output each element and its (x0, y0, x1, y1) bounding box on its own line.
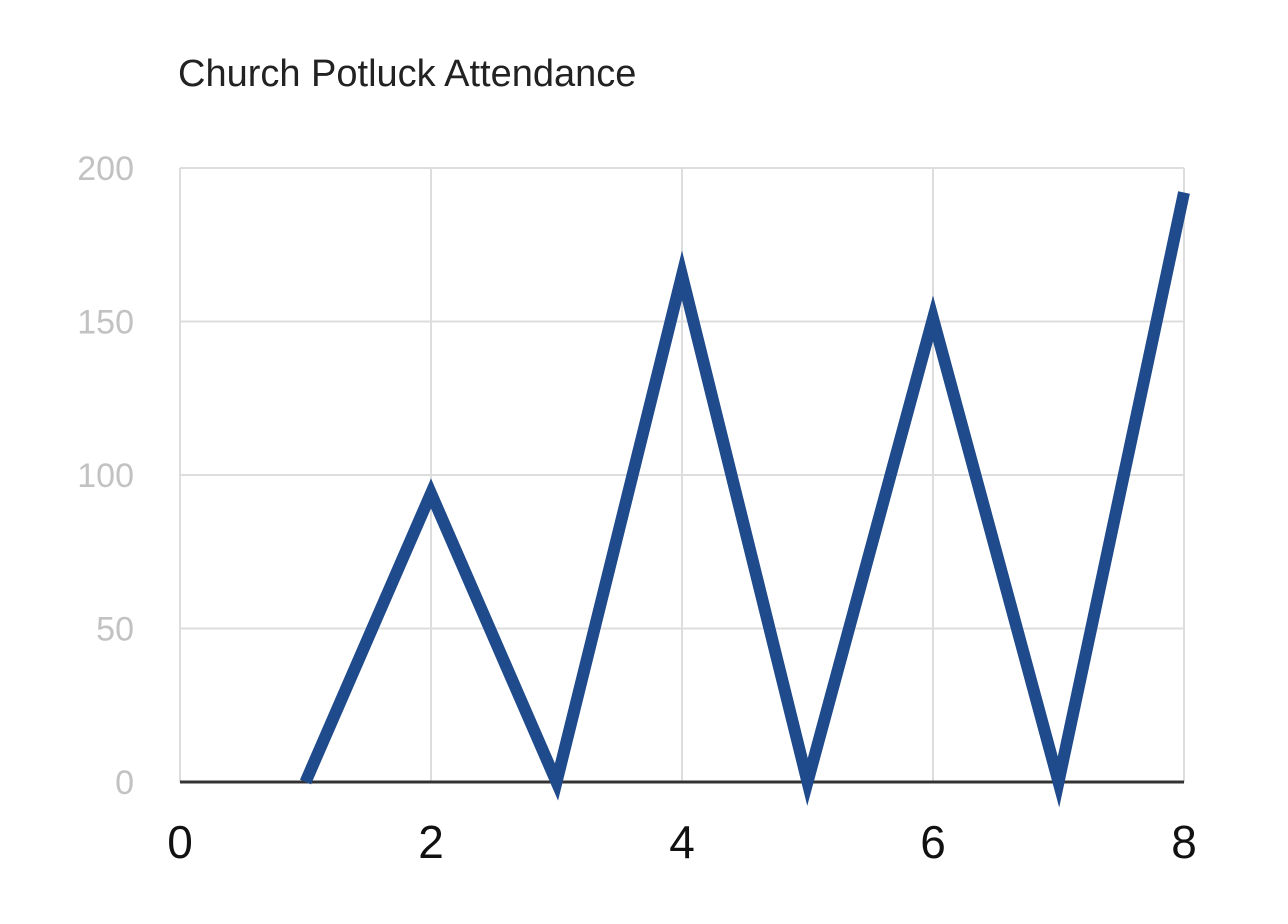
x-tick-label: 4 (669, 816, 695, 868)
y-axis-tick-labels: 0 50 100 150 200 (77, 150, 134, 802)
x-tick-label: 2 (418, 816, 444, 868)
chart-title: Church Potluck Attendance (178, 53, 636, 95)
x-tick-label: 0 (167, 816, 193, 868)
y-tick-label: 100 (77, 457, 134, 495)
x-tick-label: 8 (1171, 816, 1197, 868)
x-axis-tick-labels: 0 2 4 6 8 (167, 816, 1197, 868)
y-tick-label: 150 (77, 304, 134, 342)
series-line (299, 191, 1190, 808)
chart-series (299, 191, 1190, 808)
x-tick-label: 6 (920, 816, 946, 868)
y-tick-label: 0 (115, 764, 134, 802)
y-tick-label: 200 (77, 150, 134, 188)
y-tick-label: 50 (96, 611, 134, 649)
